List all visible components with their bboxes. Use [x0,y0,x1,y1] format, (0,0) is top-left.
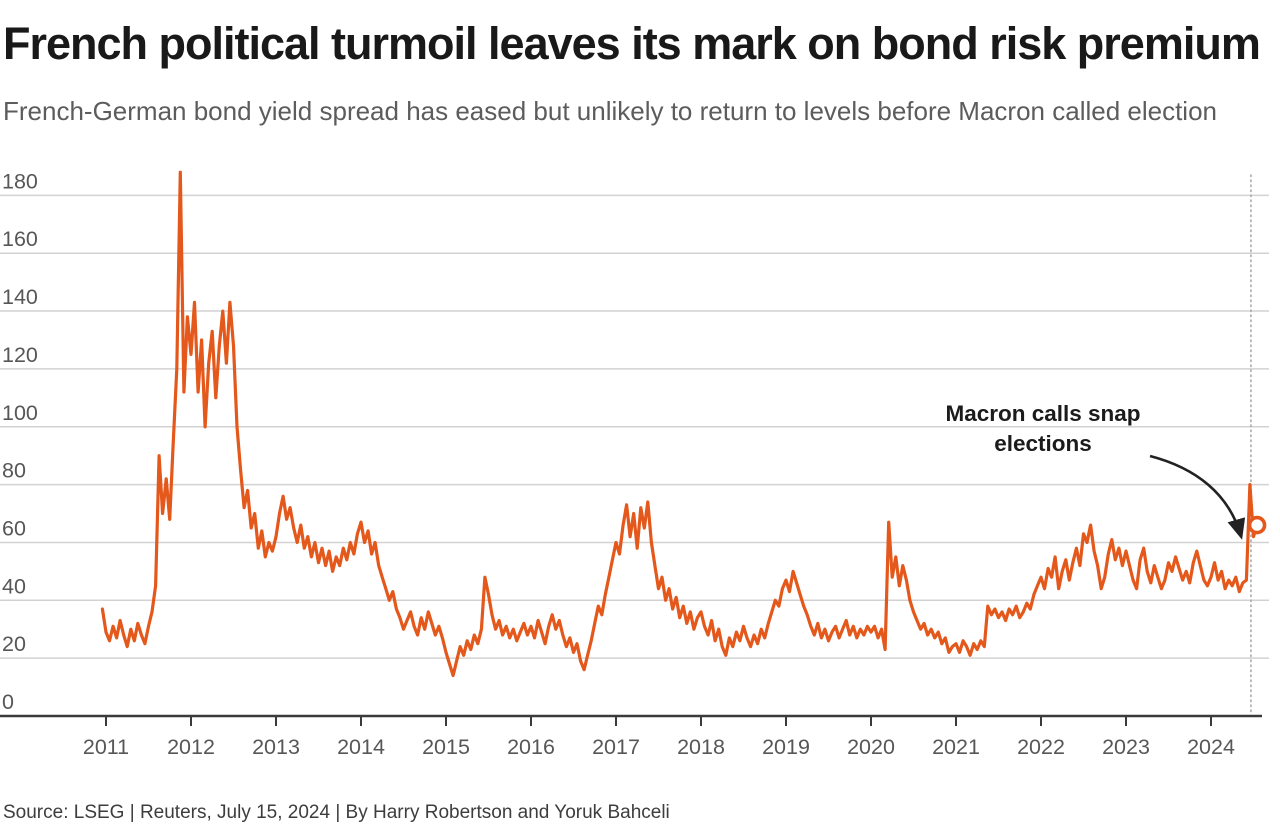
y-tick-label-60: 60 [2,516,26,540]
spread-line [100,170,1259,678]
x-tick-label-2012: 2012 [167,735,215,759]
chart-subtitle: French-German bond yield spread has ease… [3,96,1218,126]
x-tick-label-2019: 2019 [762,735,810,759]
y-axis-labels: 0 20 40 60 80 100 120 140 160 180 [2,169,38,714]
x-tick-label-2016: 2016 [507,735,555,759]
x-axis-ticks [105,717,1212,726]
y-tick-label-160: 160 [2,227,38,251]
chart-title: French political turmoil leaves its mark… [3,18,1261,69]
source-line: Source: LSEG | Reuters, July 15, 2024 | … [3,802,670,823]
annotation-line-1: Macron calls snap [945,401,1140,426]
y-tick-label-0: 0 [2,690,14,714]
y-tick-label-80: 80 [2,459,26,483]
x-tick-label-2024: 2024 [1187,735,1235,759]
x-tick-label-2014: 2014 [337,735,385,759]
x-tick-label-2022: 2022 [1017,735,1065,759]
y-tick-label-140: 140 [2,285,38,309]
x-tick-label-2011: 2011 [83,735,129,759]
y-tick-label-180: 180 [2,169,38,193]
x-tick-label-2013: 2013 [252,735,300,759]
x-axis-labels: 2011 2012 2013 2014 2015 2016 2017 2018 2019 2020… [83,735,1235,759]
x-tick-label-2021: 2021 [932,735,980,759]
y-tick-label-20: 20 [2,632,26,656]
x-tick-label-2023: 2023 [1102,735,1150,759]
x-tick-label-2020: 2020 [847,735,895,759]
x-tick-label-2015: 2015 [422,735,470,759]
gridlines [0,194,1269,659]
x-tick-label-2017: 2017 [592,735,640,759]
annotation-label: Macron calls snap elections [945,401,1246,540]
last-point-marker [1247,515,1267,535]
y-tick-label-120: 120 [2,343,38,367]
annotation-arrow [1149,454,1246,540]
y-tick-label-100: 100 [2,401,38,425]
annotation-line-2: elections [994,431,1092,456]
y-tick-label-40: 40 [2,574,26,598]
x-tick-label-2018: 2018 [677,735,725,759]
